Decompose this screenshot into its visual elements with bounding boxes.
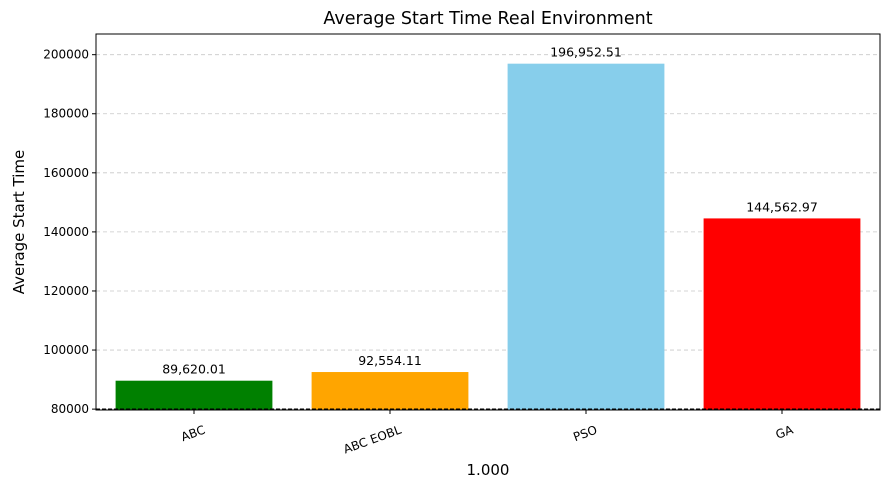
plot-frame — [95, 33, 881, 411]
x-tick-label: PSO — [571, 423, 599, 444]
x-axis-ticks: ABC ABC EOBL PSO GA — [179, 410, 796, 456]
y-axis-ticks: 80000 100000 120000 140000 160000 180000 20000… — [43, 48, 96, 416]
y-tick-label: 80000 — [51, 402, 89, 416]
data-label: 92,554.11 — [358, 353, 422, 368]
y-tick-label: 180000 — [43, 107, 89, 121]
y-tick-label: 200000 — [43, 48, 89, 62]
bar-abc-eobl — [311, 372, 469, 410]
x-tick-label: GA — [774, 422, 796, 441]
x-axis-title: 1.000 — [467, 461, 510, 479]
y-tick-label: 140000 — [43, 225, 89, 239]
x-tick-label: ABC — [179, 423, 207, 445]
y-tick-label: 120000 — [43, 284, 89, 298]
data-label: 144,562.97 — [746, 199, 818, 214]
bar-ga — [703, 218, 861, 410]
data-label: 196,952.51 — [550, 45, 622, 60]
chart-title: Average Start Time Real Environment — [323, 9, 652, 29]
plot-border — [95, 33, 881, 411]
data-labels: 89,620.01 92,554.11 196,952.51 144,562.97 — [162, 45, 818, 377]
y-tick-label: 160000 — [43, 166, 89, 180]
y-tick-label: 100000 — [43, 343, 89, 357]
bar-abc — [115, 380, 273, 410]
bar-pso — [507, 63, 665, 411]
data-label: 89,620.01 — [162, 362, 226, 377]
bars — [115, 63, 861, 411]
y-axis-title: Average Start Time — [10, 150, 28, 295]
x-tick-label: ABC EOBL — [342, 423, 404, 457]
